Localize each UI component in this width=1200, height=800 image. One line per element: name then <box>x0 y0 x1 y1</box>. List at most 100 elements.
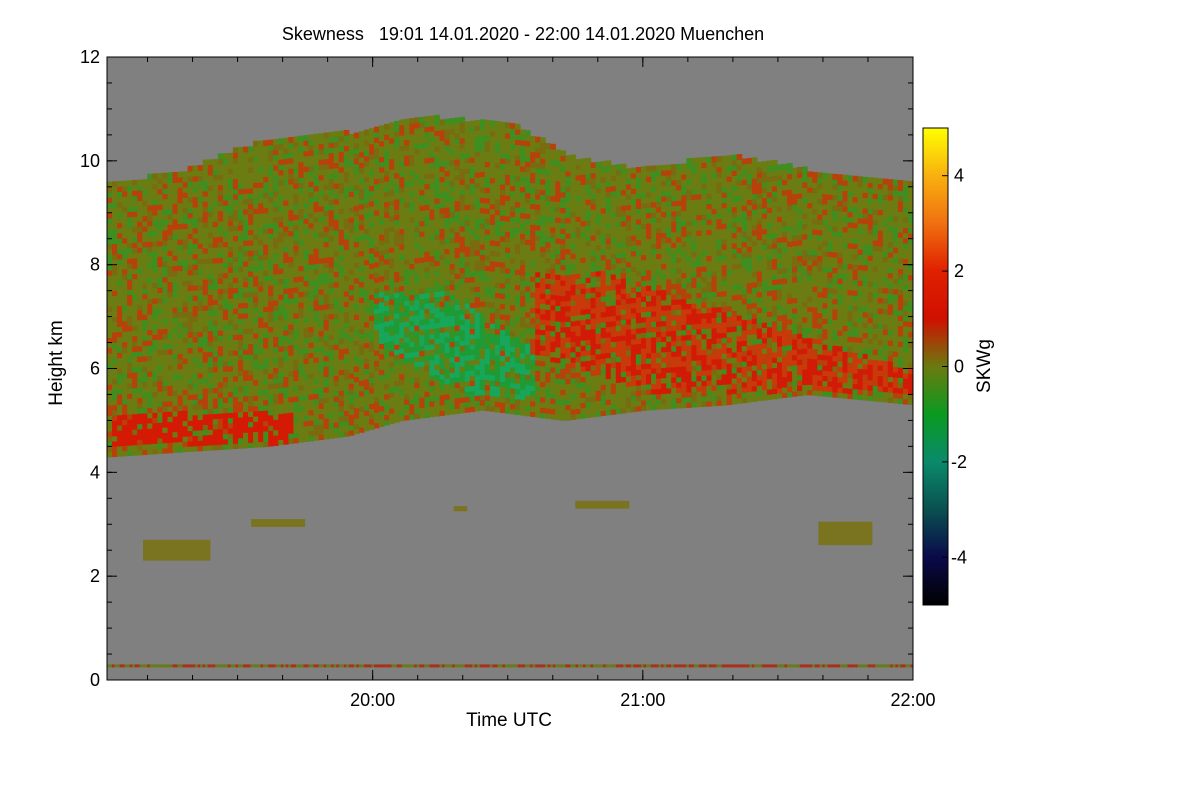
heatmap-cell <box>232 412 239 418</box>
heatmap-cell <box>525 395 531 401</box>
heatmap-cell <box>207 289 214 295</box>
heatmap-cell <box>505 402 511 409</box>
heatmap-cell <box>182 254 189 261</box>
heatmap-cell <box>207 439 214 446</box>
heatmap-cell <box>394 359 400 366</box>
heatmap-cell <box>243 177 249 184</box>
heatmap-cell <box>424 386 430 392</box>
heatmap-cell <box>303 316 310 323</box>
heatmap-cell <box>434 286 440 292</box>
heatmap-cell <box>530 234 536 241</box>
heatmap-cell <box>298 203 304 209</box>
heatmap-cell <box>348 170 355 177</box>
heatmap-cell <box>157 432 163 439</box>
heatmap-cell <box>217 355 224 362</box>
heatmap-cell <box>510 403 516 410</box>
heatmap-cell <box>379 384 385 391</box>
heatmap-cell <box>369 143 375 150</box>
heatmap-cell <box>489 343 496 350</box>
heatmap-cell <box>469 286 476 293</box>
heatmap-cell <box>520 347 526 354</box>
heatmap-cell <box>424 209 430 216</box>
heatmap-cell <box>238 333 244 340</box>
heatmap-cell <box>525 228 531 235</box>
heatmap-cell <box>293 292 299 298</box>
heatmap-cell <box>328 261 335 268</box>
heatmap-cell <box>207 341 214 347</box>
heatmap-cell <box>369 418 375 425</box>
heatmap-cell <box>283 236 289 243</box>
heatmap-cell <box>268 160 274 167</box>
heatmap-cell <box>217 272 224 279</box>
heatmap-cell <box>464 386 471 392</box>
heatmap-cell <box>243 198 249 205</box>
heatmap-cell <box>510 247 516 254</box>
heatmap-cell <box>434 260 440 266</box>
heatmap-cell <box>494 313 501 319</box>
heatmap-cell <box>227 178 234 185</box>
heatmap-cell <box>353 158 360 165</box>
heatmap-cell <box>298 218 304 225</box>
heatmap-cell <box>217 210 224 217</box>
heatmap-cell <box>419 215 425 222</box>
heatmap-cell <box>409 382 415 389</box>
heatmap-cell <box>515 201 521 208</box>
heatmap-cell <box>202 221 209 228</box>
heatmap-cell <box>117 321 123 327</box>
heatmap-cell <box>278 268 284 274</box>
heatmap-cell <box>182 368 189 375</box>
heatmap-cell <box>232 225 239 231</box>
heatmap-cell <box>107 269 113 276</box>
heatmap-cell <box>258 296 264 302</box>
heatmap-cell <box>323 392 330 398</box>
heatmap-cell <box>318 226 325 233</box>
heatmap-cell <box>323 262 330 269</box>
heatmap-cell <box>227 246 234 253</box>
heatmap-cell <box>469 338 476 345</box>
heatmap-cell <box>288 344 294 351</box>
heatmap-cell <box>343 135 350 141</box>
heatmap-cell <box>147 230 153 237</box>
heatmap-cell <box>464 375 471 382</box>
heatmap-cell <box>328 131 335 138</box>
heatmap-cell <box>288 334 294 341</box>
heatmap-cell <box>444 300 451 307</box>
heatmap-cell <box>363 166 370 172</box>
heatmap-cell <box>122 232 128 239</box>
heatmap-cell <box>525 270 531 277</box>
heatmap-cell <box>464 282 471 289</box>
heatmap-cell <box>142 236 148 243</box>
heatmap-cell <box>515 217 521 223</box>
heatmap-cell <box>303 270 310 276</box>
heatmap-cell <box>404 367 410 374</box>
heatmap-cell <box>343 161 350 167</box>
heatmap-cell <box>369 351 375 358</box>
heatmap-cell <box>273 367 279 374</box>
heatmap-cell <box>258 259 264 266</box>
heatmap-cell <box>535 224 541 231</box>
heatmap-cell <box>459 220 466 227</box>
heatmap-cell <box>232 365 239 372</box>
heatmap-cell <box>152 183 158 190</box>
heatmap-cell <box>177 384 184 391</box>
heatmap-cell <box>479 135 486 141</box>
heatmap-cell <box>122 191 128 197</box>
heatmap-cell <box>298 410 304 417</box>
heatmap-cell <box>379 369 385 376</box>
heatmap-cell <box>187 243 194 250</box>
heatmap-cell <box>530 141 536 147</box>
heatmap-cell <box>182 269 189 276</box>
heatmap-cell <box>439 259 446 266</box>
heatmap-cell <box>474 369 481 376</box>
heatmap-cell <box>142 438 148 445</box>
heatmap-cell <box>510 211 516 218</box>
heatmap-cell <box>419 345 425 351</box>
heatmap-cell <box>137 205 143 212</box>
heatmap-cell <box>263 155 269 162</box>
heatmap-cell <box>374 375 380 382</box>
heatmap-cell <box>499 303 506 310</box>
heatmap-cell <box>232 422 239 429</box>
heatmap-cell <box>172 197 179 204</box>
heatmap-cell <box>217 418 224 424</box>
heatmap-cell <box>489 182 496 189</box>
